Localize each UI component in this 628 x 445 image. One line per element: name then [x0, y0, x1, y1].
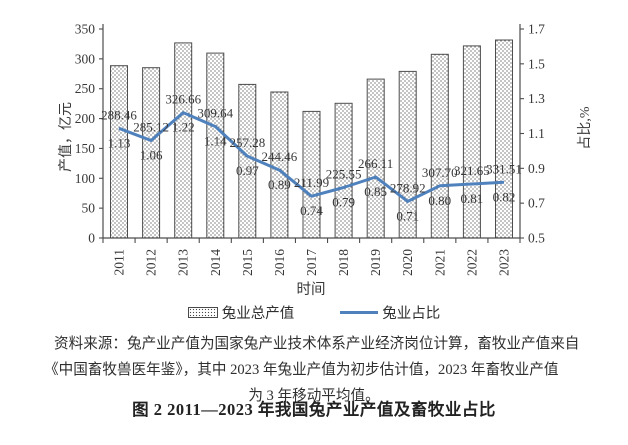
- legend-label-bar-series: 兔业总产值: [221, 305, 295, 322]
- bar-2013: [174, 42, 193, 239]
- left-axis-title: 产值，亿元: [58, 102, 74, 172]
- x-tick-label-2019: 2019: [368, 249, 383, 276]
- chart-legend: 兔业总产值 兔业占比: [0, 301, 628, 323]
- bar-2023: [495, 39, 513, 239]
- left-axis-tick-label: 150: [75, 141, 96, 156]
- bar-value-label-2021: 307.70: [422, 165, 458, 180]
- bar-2015: [238, 83, 257, 239]
- x-tick-label-2018: 2018: [336, 249, 351, 276]
- ratio-line-series: [118, 111, 505, 203]
- x-tick-label-2012: 2012: [144, 249, 159, 276]
- bar-2022: [462, 45, 481, 239]
- ratio-value-label-2021: 0.80: [428, 193, 451, 208]
- bar-value-label-2011: 288.46: [101, 107, 137, 122]
- combo-chart: 0 50 100 150 200 250 300 350 0.5 0.7 0.9 1.1 1.3 1.5 1…: [58, 22, 593, 299]
- ratio-value-label-2013: 1.22: [172, 120, 195, 135]
- line-series-swatch-icon: [340, 310, 379, 314]
- right-axis-tick-label: 1.5: [528, 56, 545, 71]
- ratio-value-label-2017: 0.74: [300, 203, 323, 218]
- bar-2016: [270, 91, 289, 239]
- bar-value-label-2018: 225.55: [326, 166, 362, 181]
- x-axis-title: 时间: [297, 281, 326, 298]
- bar-value-label-2019: 266.11: [358, 156, 393, 171]
- left-axis-tick-label: 300: [75, 51, 96, 66]
- source-note-line-1: 资料来源：兔产业产值为国家兔产业技术体系产业经济岗位计算，畜牧业产值来自: [54, 336, 580, 352]
- x-tick-label-2011: 2011: [112, 249, 127, 276]
- left-axis-tick-label: 100: [75, 171, 96, 186]
- source-note: 资料来源：兔产业产值为国家兔产业技术体系产业经济岗位计算，畜牧业产值来自 《中国…: [44, 331, 584, 409]
- x-tick-label-2023: 2023: [496, 249, 511, 276]
- legend-item-line-series: 兔业占比: [340, 302, 440, 323]
- bar-value-label-2020: 278.92: [390, 180, 426, 195]
- x-tick-label-2022: 2022: [464, 249, 479, 276]
- source-note-line-2: 《中国畜牧兽医年鉴》，其中 2023 年兔业产值为初步估计值，2023 年畜牧业…: [44, 362, 559, 378]
- ratio-value-label-2019: 0.85: [364, 184, 387, 199]
- right-axis-tick-label: 1.1: [528, 126, 545, 141]
- figure-caption: 图 2 2011—2023 年我国兔产业产值及畜牧业占比: [132, 400, 496, 419]
- right-axis-tick-label: 0.9: [528, 161, 545, 176]
- bar-value-label-2014: 309.64: [197, 106, 233, 121]
- bar-2011: [110, 65, 128, 239]
- left-axis-tick-label: 350: [75, 22, 96, 37]
- legend-label-line-series: 兔业占比: [382, 305, 441, 322]
- left-axis-tick-label: 200: [75, 111, 96, 126]
- bar-value-label-2017: 211.99: [294, 175, 329, 190]
- right-axis-tick-label: 1.7: [528, 22, 545, 37]
- bar-value-label-2013: 326.66: [165, 92, 201, 107]
- x-tick-label-2015: 2015: [240, 249, 255, 276]
- plot-area: 0 50 100 150 200 250 300 350 0.5 0.7 0.9 1.1 1.3 1.5 1…: [58, 22, 593, 299]
- right-axis-title: 占比,%: [577, 106, 593, 149]
- ratio-value-label-2015: 0.97: [236, 163, 259, 178]
- x-tick-label-2014: 2014: [208, 249, 223, 276]
- ratio-value-label-2014: 1.14: [204, 134, 227, 149]
- bar-value-label-2022: 321.65: [454, 163, 490, 178]
- ratio-value-label-2016: 0.89: [268, 177, 291, 192]
- bar-value-label-2023: 331.51: [486, 161, 522, 176]
- bar-value-label-2012: 285.12: [133, 119, 169, 134]
- ratio-value-label-2018: 0.79: [332, 194, 355, 209]
- left-axis-tick-label: 50: [82, 201, 96, 216]
- right-axis-tick-label: 0.5: [528, 231, 545, 246]
- ratio-value-label-2023: 0.82: [493, 189, 516, 204]
- ratio-value-label-2011: 1.13: [108, 135, 131, 150]
- bar-2021: [430, 53, 449, 239]
- left-axis-tick-label: 0: [88, 231, 95, 246]
- x-tick-label-2017: 2017: [304, 249, 319, 276]
- left-axis-tick-label: 250: [75, 81, 96, 96]
- right-axis-tick-label: 0.7: [528, 196, 545, 211]
- right-axis-tick-label: 1.3: [528, 91, 545, 106]
- ratio-value-label-2012: 1.06: [140, 147, 163, 162]
- bar-series-swatch-icon: [187, 306, 218, 318]
- legend-item-bar-series: 兔业总产值: [187, 302, 295, 323]
- ratio-value-label-2020: 0.71: [396, 208, 419, 223]
- x-tick-label-2021: 2021: [432, 249, 447, 276]
- x-tick-label-2020: 2020: [400, 249, 415, 276]
- source-note-line-3: 为 3 年移动平均值。: [248, 388, 380, 404]
- bar-value-label-2016: 244.46: [262, 149, 298, 164]
- ratio-value-label-2022: 0.81: [461, 191, 484, 206]
- x-tick-label-2016: 2016: [272, 249, 287, 276]
- x-tick-label-2013: 2013: [176, 249, 191, 276]
- bar-value-label-2015: 257.28: [229, 135, 265, 150]
